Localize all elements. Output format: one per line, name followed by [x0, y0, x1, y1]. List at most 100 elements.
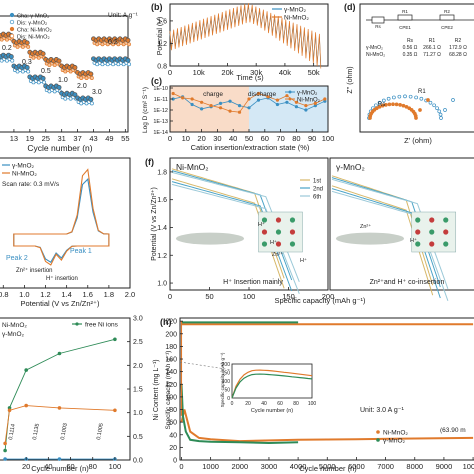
panel-g-point — [57, 457, 62, 461]
panel-a-x-tick-label: 49 — [105, 134, 113, 143]
panel-f-ion-label: Zn²⁺ — [272, 251, 283, 258]
panel-a-x-tick-label: 19 — [26, 134, 34, 143]
panel-h-x-tick-label: 1000 — [202, 462, 219, 471]
panel-f-atom — [261, 241, 268, 247]
panel-f-ion-label: H⁺ — [258, 221, 265, 228]
panel-c-x-tick-label: 70 — [276, 134, 284, 143]
panel-e-cv-gamma — [13, 178, 110, 263]
panel-b-x-tick-label: 30k — [250, 68, 262, 77]
panel-f-xlabel: Specific capacity (mAh g⁻¹) — [274, 296, 366, 305]
panel-g-point — [7, 408, 12, 413]
panel-d-table-cell: 0.56 Ω — [403, 45, 418, 51]
panel-b-y-tick-label: 1.6 — [157, 18, 167, 25]
panel-f-ion-label: H⁺ — [300, 257, 307, 264]
panel-a-legend-label: Dis: γ-MnO₂ — [17, 21, 47, 27]
panel-f-atom — [289, 241, 296, 247]
panel-f-x-tick-label: 100 — [243, 292, 256, 301]
panel-d-point-gamma — [419, 96, 424, 101]
panel-h-inset-x-tick: 60 — [277, 401, 283, 407]
panel-c-point — [304, 108, 308, 112]
panel-d-point-gamma — [377, 100, 382, 105]
panel-h-x-tick-label: 3000 — [261, 462, 278, 471]
panel-d-table-cell: 71.27 Ω — [423, 52, 441, 58]
panel-h-legend-label: Ni-MnO₂ — [383, 430, 408, 437]
panel-f-atom — [443, 241, 449, 247]
panel-h-inset-y-tick: 0 — [227, 396, 230, 402]
panel-h-legend-label: γ-MnO₂ — [383, 438, 406, 445]
panel-a-x-tick-label: 43 — [89, 134, 97, 143]
panel-d-point-ni — [401, 103, 406, 108]
panel-d-circuit-r2 — [439, 14, 455, 21]
panel-d-table-head: Rs — [407, 38, 414, 44]
panel-d-table-cell: 0.35 Ω — [403, 52, 418, 58]
panel-c-y-tick-label: 1E-10 — [153, 86, 168, 92]
panel-f-atom — [275, 241, 282, 247]
panel-b-ylabel: Potential (V) — [157, 17, 164, 56]
panel-a-point-dis — [89, 101, 94, 106]
panel-b-x-tick-label: 20k — [221, 68, 233, 77]
panel-h-letter: (h) — [160, 317, 172, 327]
panel-f-atom — [415, 241, 421, 247]
panel-h-inset-ylabel: Specific capacity (mAh g⁻¹) — [220, 352, 225, 407]
panel-g-y2-tick-label: 0.0 — [133, 458, 143, 465]
panel-g-legend-label: γ-MnO₂ — [2, 331, 25, 338]
panel-h-x-tick-label: 6000 — [348, 462, 365, 471]
panel-f-atom — [275, 229, 282, 235]
panel-c-point — [304, 104, 308, 108]
panel-h-inset-y-tick: 100 — [222, 379, 231, 385]
panel-d-ylabel: Z'' (ohm) — [347, 66, 354, 93]
panel-h-inset-y-tick: 150 — [222, 371, 231, 377]
panel-e-x-tick-label: 1.8 — [104, 290, 114, 299]
panel-d-table-cell: Ni-MnO₂ — [366, 52, 385, 58]
panel-c-point — [200, 100, 204, 104]
panel-a-point-ni-charge — [40, 51, 46, 57]
panel-d-circuit-label: R1 — [402, 9, 408, 14]
panel-f-legend-label: 6th — [313, 195, 321, 201]
panel-h-x-tick-label: 0 — [179, 462, 183, 471]
panel-d-point-ni — [418, 108, 422, 112]
panel-e-xlabel: Potential (V vs Zn/Zn²⁺) — [21, 299, 100, 308]
panel-d-table-cell: γ-MnO₂ — [366, 45, 383, 51]
panel-g-ylabel-right: Ni Content (mg L⁻¹) — [153, 359, 160, 420]
panel-h-y-tick-label: 180 — [165, 344, 177, 351]
panel-h-x-tick-label: 8000 — [406, 462, 423, 471]
panel-d-point-gamma — [443, 108, 447, 112]
panel-c-point — [313, 101, 317, 105]
panel-c-point — [294, 105, 298, 109]
panel-a-x-tick-label: 25 — [42, 134, 50, 143]
panel-f-title-left: Ni-MnO₂ — [176, 162, 209, 172]
panel-g-ni-value: 0.1135 — [32, 423, 41, 440]
panel-a-x-tick-label: 55 — [121, 134, 129, 143]
panel-h-unit: Unit: 3.0 A g⁻¹ — [360, 407, 404, 414]
panel-d-table-head: R1 — [429, 38, 436, 44]
panel-d-table-cell: 68.28 Ω — [449, 52, 467, 58]
panel-g-x-tick-label: 20 — [22, 462, 30, 471]
panel-c-discharge-band — [249, 86, 328, 132]
panel-e-peak1: Peak 1 — [70, 248, 92, 255]
panel-f-x-tick-label: 200 — [322, 292, 335, 301]
panel-f-atom — [261, 229, 268, 235]
panel-h-note: (63.90 m — [440, 427, 466, 434]
panel-b-x-tick-label: 50k — [308, 68, 320, 77]
panel-e-x-tick-label: 0.8 — [0, 290, 8, 299]
panel-h-inset-x-tick: 0 — [231, 401, 234, 407]
panel-a-point-gamma-charge — [56, 84, 62, 90]
panel-f-legend-label: 1st — [313, 179, 321, 185]
panel-d-point-gamma — [439, 116, 443, 120]
panel-a-legend-label: Dis: Ni-MnO₂ — [17, 35, 50, 41]
panel-h-inset-x-tick: 100 — [308, 401, 317, 407]
panel-d-point-ni — [426, 98, 430, 102]
panel-e-x-tick-label: 1.6 — [83, 290, 93, 299]
panel-d-point-ni — [391, 102, 395, 107]
panel-c-point — [256, 91, 261, 96]
panel-e-cv-curves: 0.8 1.0 1.2 1.4 1.6 1.8 2.0 Potential (V vs Zn/… — [0, 157, 135, 308]
panel-d-point-gamma — [386, 96, 391, 101]
panel-e-x-tick-label: 2.0 — [125, 290, 135, 299]
panel-b-gitt-curves: 0 10k 20k 30k 40k 50k 0.8 1.2 1.6 Time (s) Potenti… — [151, 2, 329, 82]
panel-c-x-tick-label: 80 — [292, 134, 300, 143]
panel-c-x-tick-label: 20 — [197, 134, 205, 143]
panel-c-point — [190, 97, 194, 101]
panel-a-x-tick-label: 31 — [58, 134, 66, 143]
panel-f-x-tick-label: 50 — [205, 292, 213, 301]
